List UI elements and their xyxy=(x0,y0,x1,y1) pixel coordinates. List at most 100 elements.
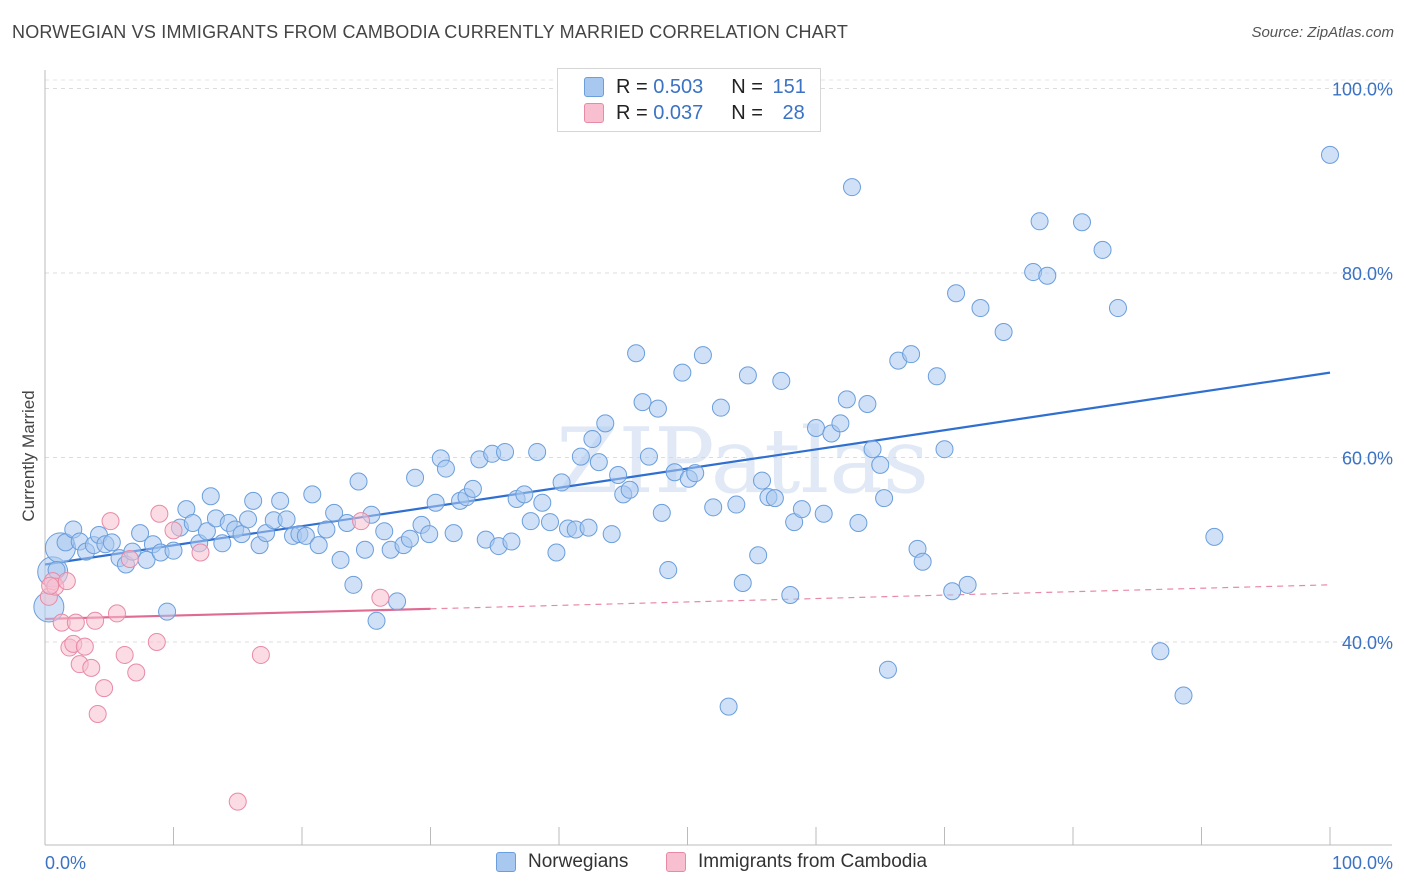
norwegian-point xyxy=(943,582,962,601)
tick-labels: 40.0% 60.0% 80.0% 100.0% 0.0% 100.0% xyxy=(45,79,1393,873)
norwegian-point xyxy=(673,363,692,382)
norwegian-point xyxy=(406,468,425,487)
legend-r-label: R = xyxy=(616,75,648,98)
norwegian-point xyxy=(792,500,811,519)
cambodia-point xyxy=(82,658,101,677)
legend-swatch-norwegians xyxy=(584,77,604,97)
cambodia-point xyxy=(57,572,76,591)
norwegian-point xyxy=(902,345,921,364)
cambodia-point xyxy=(150,504,169,523)
norwegian-point xyxy=(296,526,315,545)
norwegian-point xyxy=(277,510,296,529)
norwegian-point xyxy=(400,529,419,548)
norwegian-point xyxy=(164,541,183,560)
norwegian-point xyxy=(239,510,258,529)
cambodia-point xyxy=(88,704,107,723)
norwegian-point xyxy=(878,660,897,679)
x-tick-label: 0.0% xyxy=(45,853,86,873)
norwegian-point xyxy=(727,495,746,514)
norwegian-point xyxy=(388,592,407,611)
norwegian-point xyxy=(871,455,890,474)
norwegian-point xyxy=(1072,213,1091,232)
norwegian-point xyxy=(875,489,894,508)
bottom-legend-cambodia: Immigrants from Cambodia xyxy=(666,851,927,873)
legend-row-cambodia: R = 0.037 N = 28 xyxy=(584,100,805,126)
norwegian-point xyxy=(842,178,861,197)
norwegian-point xyxy=(814,504,833,523)
legend-n-label: N = xyxy=(731,101,763,124)
cambodia-point xyxy=(251,645,270,664)
norwegian-point xyxy=(958,575,977,594)
source-label: Source: ZipAtlas.com xyxy=(1251,24,1394,41)
cambodia-point xyxy=(41,576,60,595)
norwegian-point xyxy=(781,585,800,604)
cambodia-point xyxy=(101,512,120,531)
norwegian-point xyxy=(994,323,1013,342)
norwegian-point xyxy=(693,346,712,365)
norwegian-point xyxy=(738,366,757,385)
norwegian-point xyxy=(521,512,540,531)
norwegian-point xyxy=(502,532,521,551)
norwegian-point xyxy=(420,525,439,544)
norwegian-point xyxy=(344,575,363,594)
norwegian-point xyxy=(913,552,932,571)
stats-legend: R = 0.503 N = 151 R = 0.037 N = 28 xyxy=(557,68,821,132)
norwegian-point xyxy=(971,299,990,318)
norwegian-point xyxy=(244,491,263,510)
norwegian-point xyxy=(552,473,571,492)
norwegian-point xyxy=(303,485,322,504)
norwegian-point xyxy=(633,393,652,412)
norwegian-point xyxy=(131,524,150,543)
axes xyxy=(44,70,1392,846)
norwegian-point xyxy=(367,611,386,630)
cambodia-point xyxy=(115,645,134,664)
norwegian-point xyxy=(541,513,560,532)
norwegian-point xyxy=(579,518,598,537)
norwegian-point xyxy=(1205,527,1224,546)
legend-r-value: 0.503 xyxy=(653,75,704,98)
norwegian-point xyxy=(496,442,515,461)
norwegian-point xyxy=(749,546,768,565)
norwegian-point xyxy=(102,533,121,552)
norwegian-point xyxy=(375,522,394,541)
norwegian-point xyxy=(1151,642,1170,661)
norwegian-point xyxy=(1108,299,1127,318)
cambodia-point xyxy=(107,604,126,623)
norwegian-point xyxy=(271,491,290,510)
bottom-legend-label: Immigrants from Cambodia xyxy=(698,851,928,872)
y-tick-label: 60.0% xyxy=(1342,449,1393,469)
cambodia-point xyxy=(66,613,85,632)
x-tick-label: 100.0% xyxy=(1332,853,1393,873)
y-tick-label: 100.0% xyxy=(1332,79,1393,99)
norwegian-point xyxy=(686,464,705,483)
norwegian-point xyxy=(807,418,825,437)
norwegian-point xyxy=(863,440,882,459)
legend-r-value: 0.037 xyxy=(653,101,704,124)
legend-n-value: 151 xyxy=(772,75,806,98)
norwegian-point xyxy=(201,487,220,506)
cambodia-point xyxy=(86,611,105,630)
norwegian-point xyxy=(765,489,784,508)
legend-r-label: R = xyxy=(616,101,648,124)
norwegian-point xyxy=(831,414,850,433)
norwegian-point xyxy=(571,447,590,466)
bottom-legend-label: Norwegians xyxy=(528,851,629,872)
norwegian-point xyxy=(589,453,608,472)
norwegian-point xyxy=(317,520,336,539)
legend-n-label: N = xyxy=(731,75,763,98)
cambodia-point xyxy=(352,512,371,531)
norwegian-point xyxy=(349,472,368,491)
norwegian-point xyxy=(639,447,658,466)
bottom-legend-norwegians: Norwegians xyxy=(496,851,628,873)
norwegian-point xyxy=(837,390,856,409)
cambodia-point xyxy=(191,543,210,562)
norwegian-point xyxy=(602,525,621,544)
norwegian-point xyxy=(583,430,602,449)
norwegian-point xyxy=(719,697,738,716)
cambodia-point xyxy=(164,521,183,540)
chart-title: NORWEGIAN VS IMMIGRANTS FROM CAMBODIA CU… xyxy=(12,22,849,42)
norwegian-point xyxy=(704,498,723,517)
cambodia-point xyxy=(75,637,94,656)
norwegian-point xyxy=(733,573,752,592)
